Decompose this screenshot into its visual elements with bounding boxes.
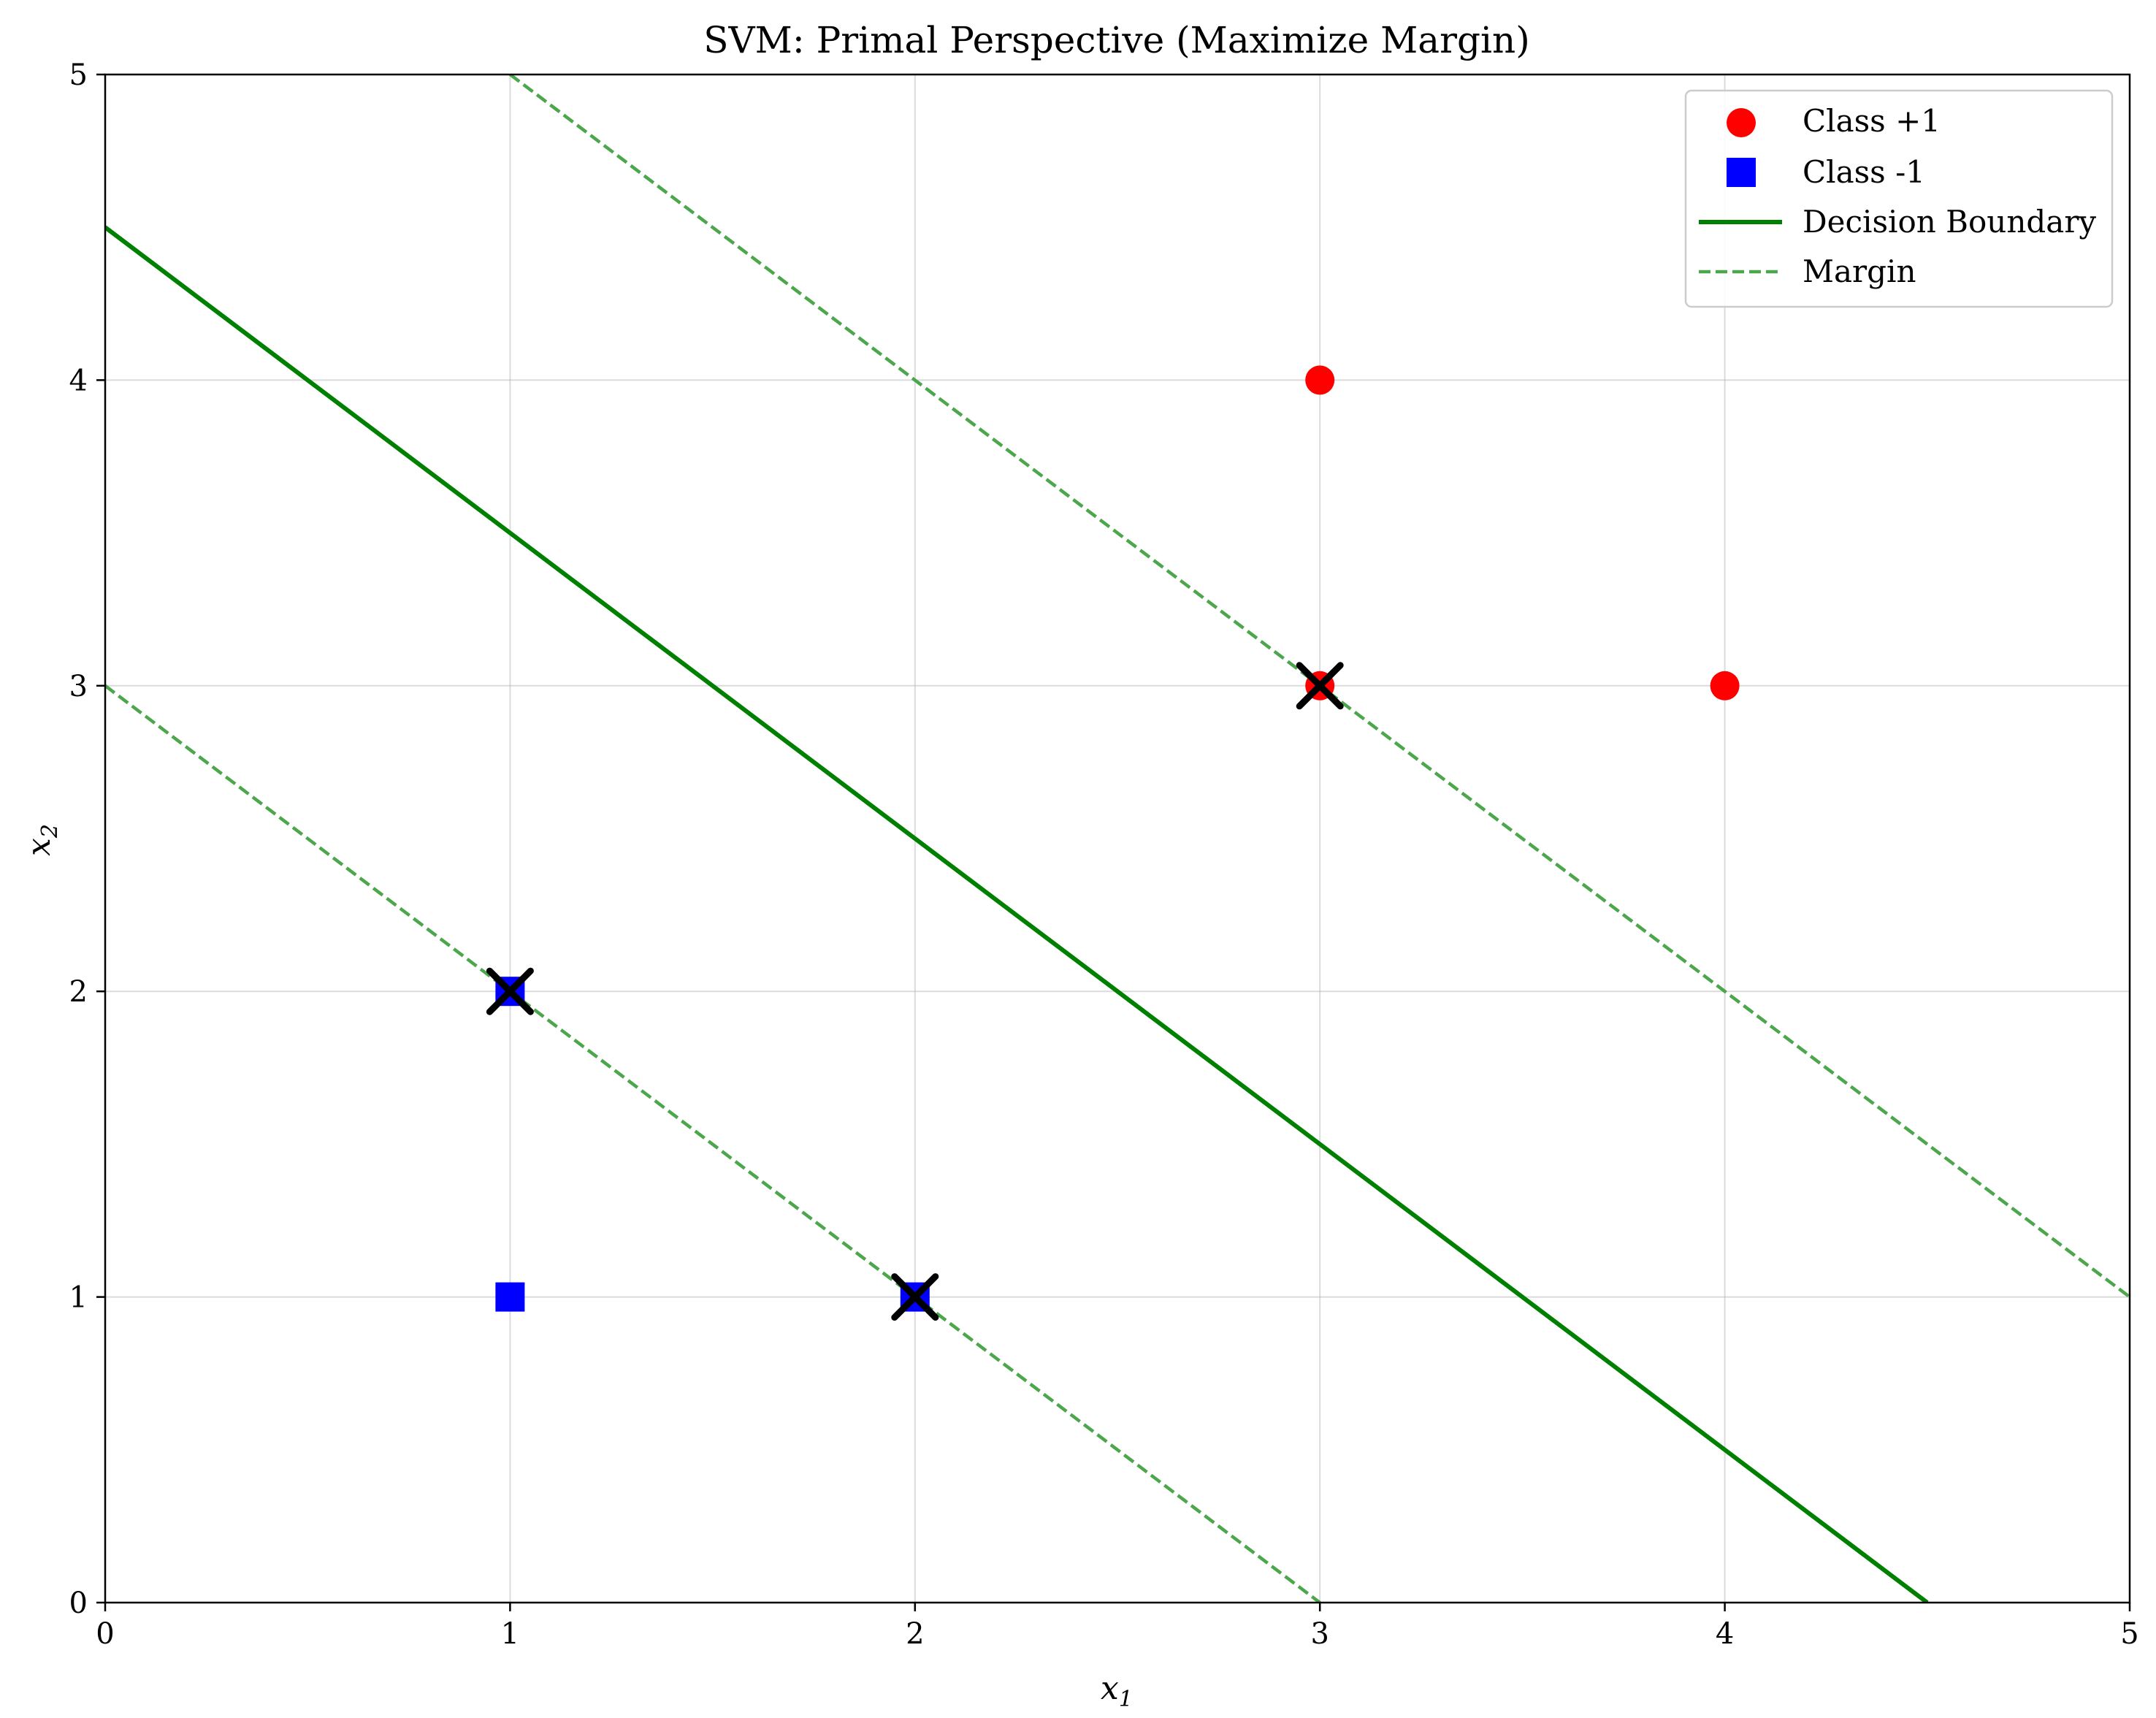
support-vector-stroke-b-0 <box>1296 662 1344 710</box>
y-tick-label-4: 4 <box>69 364 88 397</box>
legend-box <box>1684 89 2114 308</box>
plot-frame <box>104 73 2131 1604</box>
series-line-2 <box>105 225 1929 1603</box>
legend-marker-class-minus1 <box>1727 158 1756 187</box>
x-tick-label-0: 0 <box>96 1617 114 1651</box>
support-vector-marker-2 <box>891 1273 939 1321</box>
legend-label-class-minus1: Class -1 <box>1803 154 1925 190</box>
plot-series-group <box>105 75 2130 1603</box>
x-tick-label-4: 4 <box>1716 1617 1734 1651</box>
support-vector-marker-1 <box>486 967 534 1015</box>
support-vector-stroke-b-2 <box>891 1273 939 1321</box>
x-tick-label-2: 2 <box>906 1617 924 1651</box>
plot-area <box>105 75 2130 1603</box>
support-vector-marker-0 <box>1296 662 1344 710</box>
x-tick-label-3: 3 <box>1310 1617 1329 1651</box>
chart-title: SVM: Primal Perspective (Maximize Margin… <box>703 19 1529 61</box>
x-axis-label: x1 <box>1101 1670 1133 1712</box>
y-tick-label-5: 5 <box>69 58 88 92</box>
y-axis-label: x2 <box>20 824 63 856</box>
y-tick-label-2: 2 <box>69 975 88 1009</box>
legend-marker-class-plus1 <box>1727 108 1756 137</box>
y-tick-label-1: 1 <box>69 1281 88 1315</box>
data-point-class-plus1-2 <box>1710 671 1740 700</box>
y-tick-label-3: 3 <box>69 670 88 703</box>
data-point-class-minus1-0 <box>495 1282 525 1312</box>
series-line-3 <box>105 684 1321 1603</box>
legend-label-margin: Margin <box>1803 253 1916 289</box>
data-point-class-plus1-1 <box>1305 365 1335 395</box>
y-tick-label-0: 0 <box>69 1587 88 1620</box>
x-axis-label-main: x <box>1101 1670 1119 1707</box>
legend-label-decision-boundary: Decision Boundary <box>1803 204 2096 240</box>
legend: Class +1 Class -1 Decision Boundary Marg… <box>1684 89 2114 308</box>
legend-label-class-plus1: Class +1 <box>1803 103 1941 139</box>
support-vector-stroke-b-1 <box>486 967 534 1015</box>
y-axis-label-main: x <box>20 838 58 856</box>
x-tick-label-1: 1 <box>501 1617 519 1651</box>
x-axis-label-subscript: 1 <box>1119 1687 1133 1712</box>
axes: 0 1 2 3 4 5 0 1 2 3 4 5 <box>69 58 2139 1651</box>
x-tick-label-5: 5 <box>2120 1617 2138 1651</box>
y-axis-label-subscript: 2 <box>37 824 63 839</box>
